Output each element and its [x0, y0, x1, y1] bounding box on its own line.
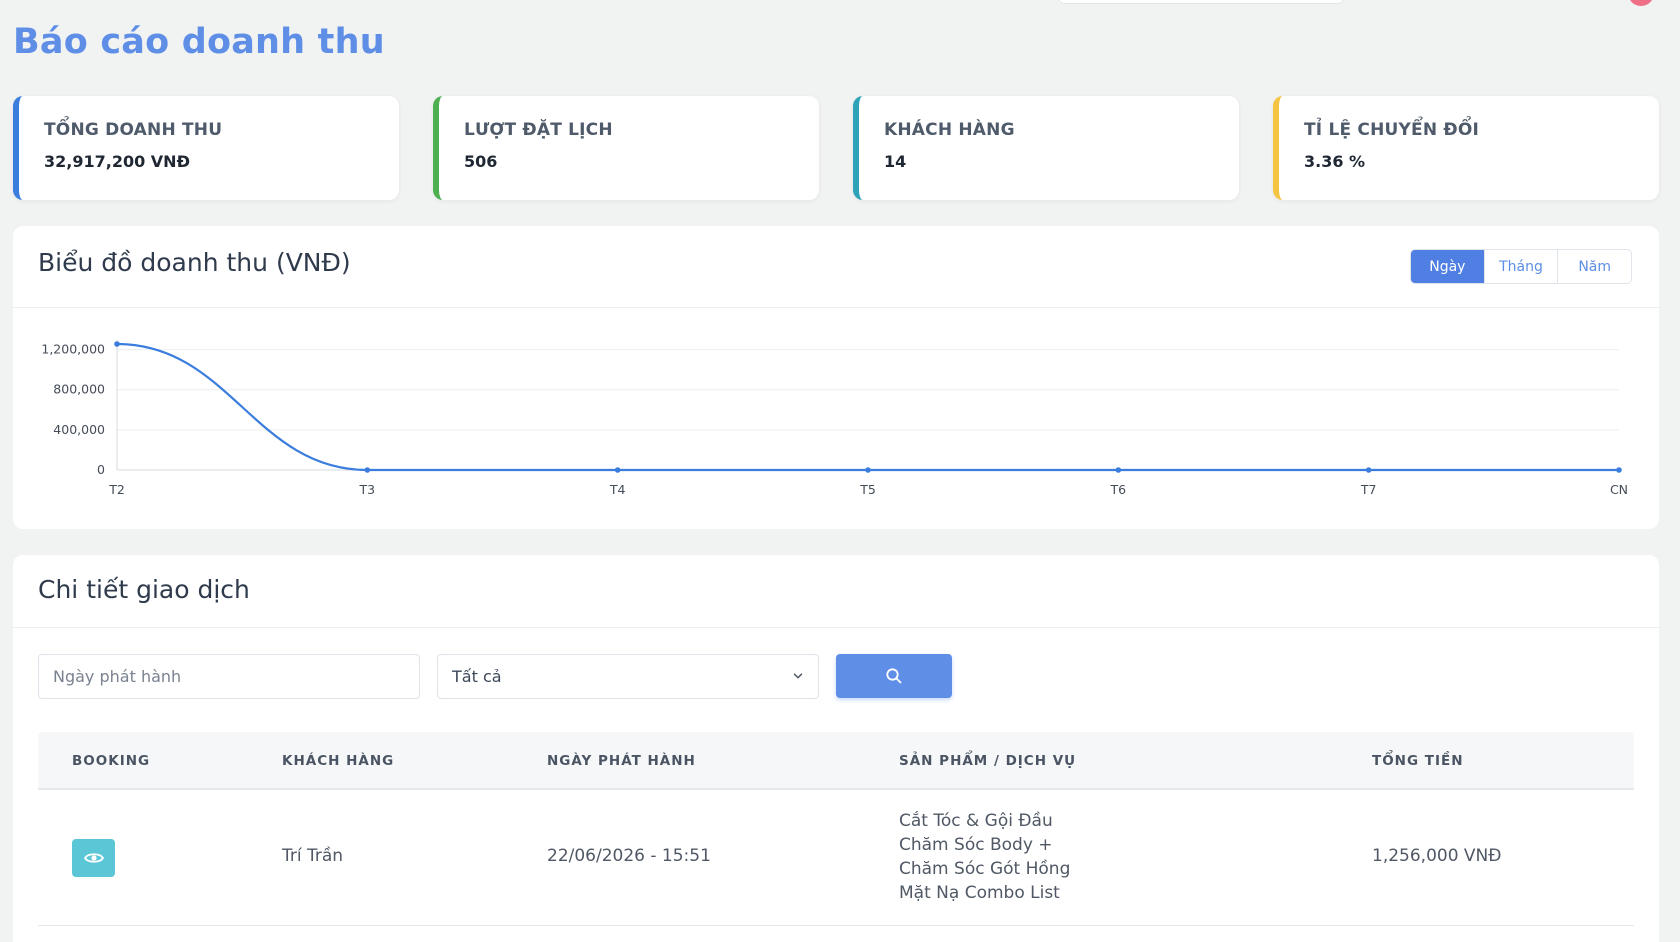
page-title: Báo cáo doanh thu [13, 22, 385, 62]
data-point [1616, 467, 1622, 473]
service-list: Cắt Tóc & Gội Đầu Chăm Sóc Body + Chăm S… [899, 809, 1070, 905]
column-header-customer: Khách hàng [282, 753, 395, 769]
period-toggle: Ngày Tháng Năm [1410, 249, 1632, 284]
data-point [1365, 467, 1372, 473]
stat-label: Tổng doanh thu [44, 120, 223, 140]
transactions-title: Chi tiết giao dịch [38, 575, 250, 604]
series-line [116, 342, 1619, 472]
stat-value: 3.36 % [1304, 152, 1366, 171]
stat-label: Tỉ lệ chuyển đổi [1304, 120, 1480, 140]
y-tick-label: 0 [97, 462, 105, 477]
chevron-down-icon [793, 673, 803, 679]
service-item: Chăm Sóc Body + [899, 835, 1053, 855]
x-tick-label: T7 [1360, 482, 1377, 496]
date-filter-input[interactable] [38, 654, 420, 699]
data-point [364, 467, 371, 473]
x-tick-label: CN [1610, 482, 1628, 496]
data-point [114, 341, 120, 347]
view-booking-button[interactable] [72, 839, 115, 877]
stat-value: 14 [884, 152, 907, 171]
stat-card-conversion-rate: Tỉ lệ chuyển đổi 3.36 % [1273, 96, 1659, 200]
data-point [865, 467, 871, 473]
x-tick-label: T6 [1110, 482, 1127, 496]
revenue-chart-panel: Biểu đồ doanh thu (VNĐ) Ngày Tháng Năm 0… [13, 226, 1659, 529]
chart-title: Biểu đồ doanh thu (VNĐ) [38, 248, 351, 277]
search-icon [886, 668, 902, 684]
x-tick-label: T5 [859, 482, 876, 496]
column-header-booking: Booking [72, 753, 151, 769]
revenue-line-chart: 0 400,000 800,000 1,200,000 T2 T3 T4 T5 T6 T7 CN [41, 340, 1628, 496]
avatar[interactable] [1628, 0, 1654, 6]
stat-card-customers: Khách hàng 14 [853, 96, 1239, 200]
stat-label: Lượt đặt lịch [464, 120, 613, 140]
stat-value: 32,917,200 VNĐ [44, 152, 190, 171]
y-tick-label: 400,000 [53, 422, 105, 437]
eye-icon [83, 853, 104, 863]
table-row: Trí Trần 22/06/2026 - 15:51 Cắt Tóc & Gộ… [38, 790, 1634, 926]
service-item: Chăm Sóc Gót Hồng [899, 859, 1071, 879]
stat-card-bookings: Lượt đặt lịch 506 [433, 96, 819, 200]
issue-date: 22/06/2026 - 15:51 [547, 846, 711, 866]
search-button[interactable] [836, 654, 952, 698]
stat-card-total-revenue: Tổng doanh thu 32,917,200 VNĐ [13, 96, 399, 200]
x-tick-label: T4 [609, 482, 626, 496]
period-month-button[interactable]: Tháng [1484, 250, 1559, 283]
period-day-button[interactable]: Ngày [1411, 250, 1485, 283]
data-point [1115, 467, 1122, 473]
panel-divider [13, 307, 1659, 308]
column-header-issue-date: Ngày phát hành [547, 753, 696, 769]
column-header-services: Sản phẩm / Dịch vụ [899, 753, 1077, 769]
table-header: Booking Khách hàng Ngày phát hành Sản ph… [38, 732, 1634, 790]
panel-divider [13, 627, 1659, 628]
top-search-box[interactable] [1058, 0, 1344, 4]
data-point [614, 467, 621, 473]
x-tick-label: T2 [108, 482, 125, 496]
transactions-panel: Chi tiết giao dịch Tất cả Booking Khách … [13, 555, 1659, 942]
stat-value: 506 [464, 152, 498, 171]
x-tick-label: T3 [359, 482, 376, 496]
status-filter-select[interactable]: Tất cả [437, 654, 819, 699]
customer-name: Trí Trần [282, 846, 344, 866]
total-amount: 1,256,000 VNĐ [1372, 846, 1502, 866]
status-filter-value: Tất cả [452, 667, 502, 686]
y-tick-label: 800,000 [53, 382, 105, 397]
service-item: Mặt Nạ Combo List [899, 883, 1060, 903]
y-tick-label: 1,200,000 [41, 342, 105, 357]
period-year-button[interactable]: Năm [1558, 250, 1631, 283]
column-header-total: Tổng tiền [1372, 753, 1464, 769]
stat-label: Khách hàng [884, 120, 1015, 140]
service-item: Cắt Tóc & Gội Đầu [899, 811, 1053, 831]
